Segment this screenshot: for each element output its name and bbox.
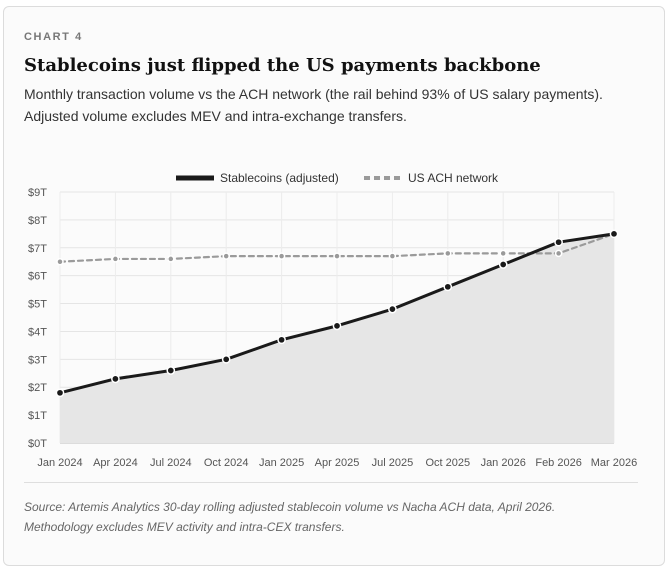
- stablecoins-point: [55, 388, 65, 398]
- y-tick-label: $4T: [28, 326, 47, 338]
- ach-point: [222, 252, 230, 260]
- legend-label-ach: US ACH network: [408, 171, 499, 185]
- x-tick-label: Oct 2024: [204, 457, 249, 469]
- y-tick-label: $6T: [28, 271, 47, 283]
- x-tick-label: Jan 2024: [37, 457, 82, 469]
- ach-point: [56, 257, 64, 266]
- x-tick-label: Mar 2026: [591, 457, 637, 469]
- y-tick-label: $0T: [28, 438, 47, 450]
- source-note: Source: Artemis Analytics 30-day rolling…: [24, 497, 644, 537]
- source-line-2: Methodology excludes MEV activity and in…: [24, 520, 345, 534]
- stablecoins-point: [609, 229, 619, 239]
- y-tick-label: $1T: [28, 410, 47, 422]
- x-tick-label: Feb 2026: [535, 457, 581, 469]
- ach-point: [388, 252, 397, 260]
- stablecoins-point: [498, 260, 508, 269]
- x-tick-label: Jul 2025: [372, 457, 414, 469]
- stablecoins-point: [221, 354, 231, 364]
- stablecoins-point: [111, 374, 120, 384]
- x-tick-label: Jul 2024: [150, 457, 192, 469]
- stablecoins-point: [388, 304, 397, 314]
- x-tick-label: Jan 2026: [481, 457, 526, 469]
- x-tick-label: Jan 2025: [259, 457, 304, 469]
- y-axis-ticks: $0T $1T $2T $3T $4T $5T $6T $7T $8T $9T: [28, 187, 47, 450]
- subtitle-line-2: Adjusted volume excludes MEV and intra-e…: [24, 108, 407, 124]
- ach-point: [499, 249, 507, 258]
- stablecoins-point: [443, 282, 453, 292]
- stablecoins-point: [332, 321, 342, 331]
- y-tick-label: $5T: [28, 299, 47, 311]
- x-tick-label: Apr 2024: [93, 457, 138, 469]
- ach-point: [444, 249, 452, 258]
- y-tick-label: $3T: [28, 354, 47, 366]
- chart-legend: Stablecoins (adjusted) US ACH network: [176, 171, 499, 185]
- ach-point: [167, 255, 175, 263]
- ach-point: [333, 252, 341, 260]
- chart-subtitle: Monthly transaction volume vs the ACH ne…: [24, 83, 644, 127]
- line-chart: $0T $1T $2T $3T $4T $5T $6T $7T $8T $9T Jan 2024 A…: [28, 171, 637, 469]
- source-line-1: Source: Artemis Analytics 30-day rolling…: [24, 500, 556, 514]
- chart-title: Stablecoins just flipped the US payments…: [24, 55, 541, 76]
- y-tick-label: $2T: [28, 382, 47, 394]
- series-points: [55, 229, 619, 398]
- subtitle-line-1: Monthly transaction volume vs the ACH ne…: [24, 86, 603, 102]
- footer-divider: [24, 482, 638, 483]
- ach-point: [111, 255, 120, 263]
- y-tick-label: $8T: [28, 215, 47, 227]
- ach-line: [58, 232, 616, 263]
- chart-number-label: CHART 4: [24, 31, 83, 43]
- stablecoins-area: [60, 233, 614, 443]
- y-tick-label: $9T: [28, 187, 47, 199]
- x-tick-label: Apr 2025: [315, 457, 360, 469]
- stablecoins-point: [554, 237, 563, 247]
- stablecoins-point: [166, 366, 176, 375]
- stablecoins-point: [277, 335, 286, 345]
- legend-label-stablecoins: Stablecoins (adjusted): [220, 171, 339, 185]
- ach-point: [277, 252, 286, 260]
- ach-point: [554, 249, 563, 258]
- area-fill-layer: [60, 233, 614, 443]
- y-tick-label: $7T: [28, 243, 47, 255]
- x-tick-label: Oct 2025: [425, 457, 470, 469]
- x-axis-ticks: Jan 2024 Apr 2024 Jul 2024 Oct 2024 Jan 2025…: [37, 457, 637, 469]
